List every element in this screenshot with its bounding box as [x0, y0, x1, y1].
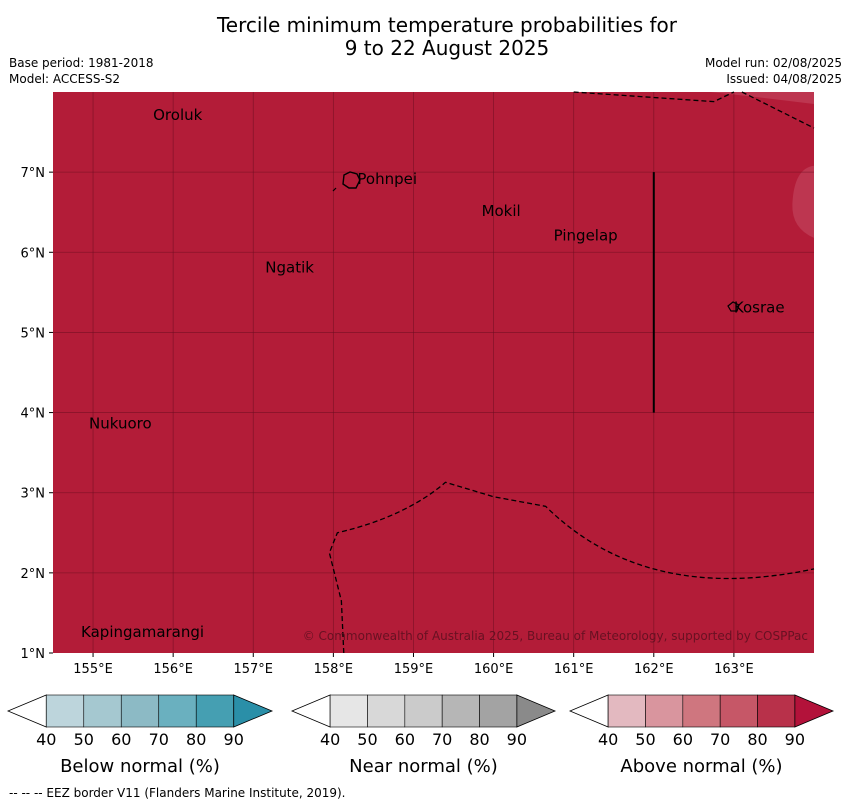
lon-tick-label: 158°E [314, 662, 354, 677]
colorbar-tick-label: 50 [74, 730, 94, 749]
lat-tick-label: 5°N [21, 326, 46, 341]
pohnpei-island-outline [342, 171, 361, 189]
lon-tick-label: 163°E [714, 662, 754, 677]
probability-patch-east [792, 165, 814, 238]
colorbar-tick-label: 90 [507, 730, 527, 749]
colorbar-cell [404, 694, 443, 728]
colorbar-cell [645, 694, 684, 728]
lat-tick-label: 2°N [21, 567, 46, 582]
place-label: Kapingamarangi [81, 623, 204, 641]
lat-tick-label: 3°N [21, 487, 46, 502]
eez-border-south [328, 481, 815, 654]
colorbar-extend-low [6, 694, 47, 728]
meta-right: Model run: 02/08/2025 Issued: 04/08/2025 [705, 55, 842, 87]
lon-tick-label: 160°E [474, 662, 514, 677]
colorbar: 40 50 60 70 80 90 Near normal (%) [290, 694, 557, 777]
probability-patch-northeast [709, 92, 814, 105]
lon-tick-label: 162°E [634, 662, 674, 677]
colorbar-cell [719, 694, 758, 728]
place-label: Pohnpei [357, 170, 417, 188]
islet-outline [332, 187, 337, 192]
colorbar-extend-low [290, 694, 331, 728]
place-label: Kosrae [734, 298, 785, 316]
colorbar-extend-high [794, 694, 835, 728]
meta-left: Base period: 1981-2018 Model: ACCESS-S2 [9, 55, 154, 87]
map-title: Tercile minimum temperature probabilitie… [0, 14, 850, 60]
colorbar-tick-label: 60 [673, 730, 693, 749]
colorbar-title: Below normal (%) [60, 756, 220, 777]
lon-tick-label: 161°E [554, 662, 594, 677]
colorbar-tick-label: 60 [395, 730, 415, 749]
place-label: Nukuoro [89, 415, 152, 433]
model-run: Model run: 02/08/2025 [704, 56, 842, 70]
colorbar-cell [83, 694, 122, 728]
eez-footer: -- -- -- EEZ border V11 (Flanders Marine… [9, 786, 346, 800]
colorbar-cell [158, 694, 197, 728]
place-label: Mokil [482, 202, 521, 220]
lat-tick-label: 1°N [21, 647, 46, 662]
colorbar-tick-label: 80 [469, 730, 489, 749]
colorbar-cell [120, 694, 160, 728]
colorbar-tick-label: 70 [710, 730, 730, 749]
probability-fill [53, 92, 814, 653]
colorbar-tick-label: 90 [785, 730, 805, 749]
lon-tick-label: 159°E [394, 662, 434, 677]
colorbar-tick-label: 60 [111, 730, 131, 749]
base-period: Base period: 1981-2018 [9, 56, 154, 70]
colorbar-extend-high [516, 694, 557, 728]
model-name: Model: ACCESS-S2 [9, 72, 121, 86]
map-area: Oroluk Pohnpei Mokil Pingelap Ngatik Kosrae Nu… [21, 91, 815, 677]
colorbar-tick-label: 70 [432, 730, 452, 749]
colorbar-cell [479, 694, 518, 728]
colorbar-cell [757, 694, 796, 728]
place-label: Pingelap [554, 226, 618, 244]
eez-border-northeast [741, 91, 815, 129]
colorbar-tick-label: 40 [320, 730, 340, 749]
kosrae-island-outline [727, 301, 740, 312]
colorbar-cell [45, 694, 85, 728]
eez-border-north [573, 91, 735, 103]
colorbar-tick-label: 90 [224, 730, 244, 749]
colorbar-tick-label: 50 [357, 730, 377, 749]
lat-tick-label: 4°N [21, 407, 46, 422]
lon-tick-label: 155°E [73, 662, 113, 677]
colorbar-cell [367, 694, 406, 728]
colorbar-title: Above normal (%) [620, 756, 782, 777]
lon-tick-label: 156°E [153, 662, 193, 677]
colorbar-cell [195, 694, 235, 728]
title-line-1: Tercile minimum temperature probabilitie… [216, 13, 678, 37]
lat-tick-label: 6°N [21, 246, 46, 261]
colorbar-cell [607, 694, 646, 728]
colorbar-cell [682, 694, 721, 728]
colorbar-title: Near normal (%) [349, 756, 498, 777]
lat-tick-label: 7°N [21, 166, 46, 181]
colorbar-tick-label: 40 [36, 730, 56, 749]
place-label: Ngatik [265, 258, 314, 276]
copyright-text: © Commonwealth of Australia 2025, Bureau… [303, 629, 808, 643]
colorbar-extend-high [233, 694, 274, 728]
title-line-2: 9 to 22 August 2025 [344, 36, 550, 60]
colorbar-tick-label: 70 [149, 730, 169, 749]
colorbar-tick-label: 50 [635, 730, 655, 749]
colorbar-cell [329, 694, 368, 728]
place-label: Oroluk [153, 106, 202, 124]
issued-date: Issued: 04/08/2025 [726, 72, 842, 86]
lon-tick-label: 157°E [233, 662, 273, 677]
colorbar-tick-label: 40 [598, 730, 618, 749]
colorbar-cell [441, 694, 480, 728]
colorbar-tick-label: 80 [747, 730, 767, 749]
colorbar-tick-label: 80 [186, 730, 206, 749]
colorbar-extend-low [568, 694, 609, 728]
